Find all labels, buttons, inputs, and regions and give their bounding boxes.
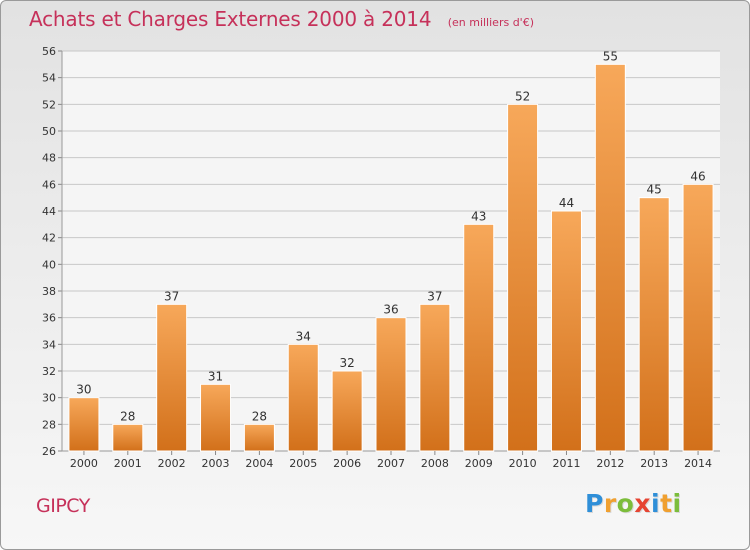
y-tick-label: 52 <box>42 98 56 111</box>
y-tick-label: 48 <box>42 152 56 165</box>
x-tick-label: 2012 <box>596 457 624 470</box>
y-tick-label: 30 <box>42 392 56 405</box>
bar-value-label: 32 <box>339 356 354 370</box>
bar <box>112 423 144 452</box>
bar-value-label: 37 <box>164 289 179 303</box>
y-tick-label: 34 <box>42 338 56 351</box>
x-tick-label: 2002 <box>158 457 186 470</box>
bar-value-label: 28 <box>252 409 267 423</box>
y-tick-label: 40 <box>42 258 56 271</box>
x-tick-label: 2001 <box>114 457 142 470</box>
bar <box>243 423 275 452</box>
y-tick-label: 36 <box>42 312 56 325</box>
bar <box>419 303 451 452</box>
bar <box>200 383 232 452</box>
x-tick-label: 2010 <box>509 457 537 470</box>
bar-value-label: 34 <box>296 329 311 343</box>
bar <box>594 63 626 452</box>
chart-unit-label: (en milliers d'€) <box>447 16 534 29</box>
x-tick-label: 2003 <box>202 457 230 470</box>
bar <box>507 103 539 452</box>
x-tick-label: 2006 <box>333 457 361 470</box>
logo-letter: r <box>603 489 617 518</box>
y-tick-label: 54 <box>42 72 56 85</box>
bar <box>638 197 670 452</box>
proxiti-logo: Proxiti <box>585 489 682 518</box>
bar-value-label: 44 <box>559 196 574 210</box>
logo-letter: i <box>651 489 661 518</box>
bar <box>375 317 407 452</box>
bar-value-label: 55 <box>603 49 618 63</box>
bar-value-label: 45 <box>647 183 662 197</box>
x-tick-label: 2000 <box>70 457 98 470</box>
bar-value-label: 46 <box>690 169 705 183</box>
chart-title-text: Achats et Charges Externes 2000 à 2014 <box>29 7 432 31</box>
bar <box>463 223 495 452</box>
logo-letter: i <box>672 489 682 518</box>
logo-letter: x <box>634 489 651 518</box>
y-tick-label: 28 <box>42 418 56 431</box>
bar <box>550 210 582 452</box>
x-tick-label: 2013 <box>640 457 668 470</box>
bar <box>156 303 188 452</box>
bar-value-label: 37 <box>427 289 442 303</box>
x-tick-label: 2007 <box>377 457 405 470</box>
bar-value-label: 36 <box>383 303 398 317</box>
bar-value-label: 30 <box>76 383 91 397</box>
y-tick-label: 56 <box>42 45 56 58</box>
bar <box>68 397 100 452</box>
y-tick-label: 32 <box>42 365 56 378</box>
bar-value-label: 28 <box>120 409 135 423</box>
y-tick-label: 26 <box>42 445 56 458</box>
y-tick-label: 42 <box>42 232 56 245</box>
bar-value-label: 31 <box>208 369 223 383</box>
x-tick-label: 2004 <box>245 457 273 470</box>
y-tick-label: 50 <box>42 125 56 138</box>
bar-value-label: 43 <box>471 209 486 223</box>
chart-title: Achats et Charges Externes 2000 à 2014 (… <box>29 7 534 31</box>
bar <box>287 343 319 452</box>
x-tick-label: 2011 <box>552 457 580 470</box>
x-tick-label: 2005 <box>289 457 317 470</box>
bar <box>682 183 714 452</box>
bar-value-label: 52 <box>515 89 530 103</box>
logo-letter: o <box>616 489 635 518</box>
bar <box>331 370 363 452</box>
place-name: GIPCY <box>36 495 90 517</box>
y-tick-label: 44 <box>42 205 56 218</box>
x-tick-label: 2014 <box>684 457 712 470</box>
x-tick-label: 2009 <box>465 457 493 470</box>
logo-letter: t <box>660 489 673 518</box>
logo-letter: P <box>585 489 604 518</box>
x-tick-label: 2008 <box>421 457 449 470</box>
y-tick-label: 46 <box>42 178 56 191</box>
y-tick-label: 38 <box>42 285 56 298</box>
